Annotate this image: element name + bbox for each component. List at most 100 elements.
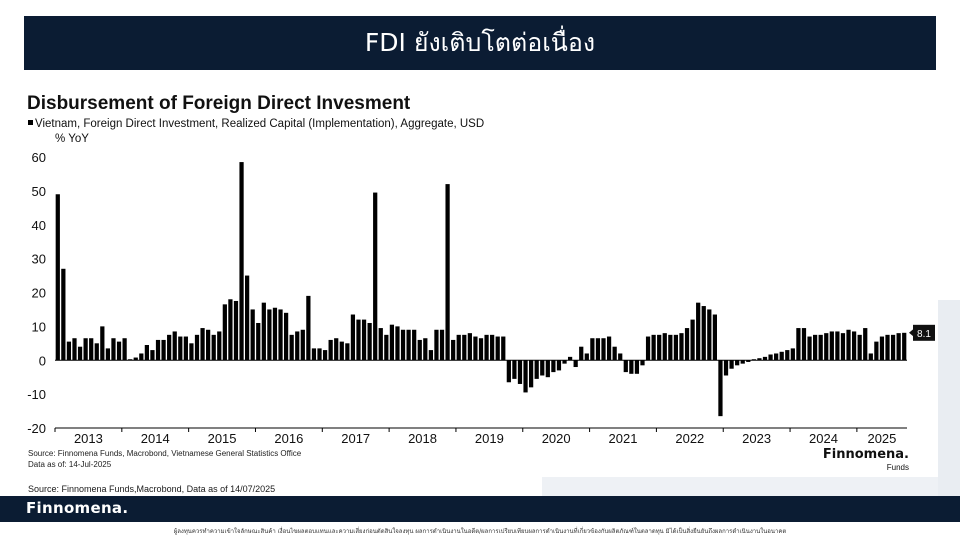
bar — [89, 338, 94, 361]
bar — [735, 360, 740, 366]
x-tick-label: 2015 — [208, 431, 237, 446]
bar — [306, 295, 311, 361]
bar — [189, 343, 194, 361]
bar — [885, 334, 890, 361]
bar — [339, 341, 344, 361]
last-value-label: 8.1 — [917, 329, 931, 340]
bar — [72, 338, 77, 361]
bar — [534, 360, 539, 379]
bar — [428, 350, 433, 361]
bar — [696, 302, 701, 361]
brand-logo: Finnomena. — [823, 447, 909, 462]
bar — [228, 299, 233, 361]
bar — [116, 341, 122, 361]
bar — [111, 338, 116, 361]
series-marker — [28, 120, 33, 125]
chart-subtitle: Vietnam, Foreign Direct Investment, Real… — [35, 118, 484, 130]
disclaimer-text: ผู้ลงทุนควรทำความเข้าใจลักษณะสินค้า เงื่… — [173, 528, 787, 535]
bar — [606, 336, 612, 361]
bar — [590, 338, 595, 361]
bar — [679, 333, 684, 361]
bar — [322, 350, 328, 361]
bar — [172, 331, 177, 361]
bar — [629, 360, 634, 374]
bar — [373, 192, 378, 361]
bar — [434, 329, 439, 361]
bar — [673, 334, 679, 361]
bar — [384, 334, 389, 361]
bar — [378, 328, 383, 361]
y-tick-label: 0 — [39, 353, 46, 368]
bar — [529, 360, 534, 388]
bar — [645, 336, 651, 361]
bar — [261, 302, 266, 361]
bar — [579, 346, 584, 361]
x-tick-label: 2021 — [609, 431, 638, 446]
footer-bar: Finnomena. — [0, 496, 960, 522]
bar — [902, 332, 907, 361]
bar — [456, 334, 461, 361]
bar — [668, 334, 673, 361]
bar — [879, 336, 885, 361]
bar — [350, 314, 356, 361]
bar — [100, 326, 105, 361]
y-axis-label: % YoY — [55, 133, 89, 145]
x-tick-label: 2017 — [341, 431, 370, 446]
bar — [183, 336, 188, 361]
bar — [556, 360, 562, 371]
bar — [501, 336, 506, 361]
bar — [807, 336, 812, 361]
bar — [896, 333, 901, 361]
x-tick-label: 2025 — [867, 431, 896, 446]
y-tick-label: 50 — [32, 184, 46, 199]
bar — [295, 331, 300, 361]
bar — [824, 333, 829, 361]
bar — [406, 329, 411, 361]
bar — [584, 353, 589, 361]
x-tick-label: 2013 — [74, 431, 103, 446]
bar — [723, 360, 729, 376]
x-tick-label: 2016 — [274, 431, 303, 446]
bar — [662, 333, 667, 361]
bar — [846, 329, 851, 361]
bar — [612, 346, 617, 361]
bar — [517, 360, 523, 384]
bar — [462, 334, 467, 361]
bar — [573, 360, 578, 368]
bar — [61, 268, 66, 361]
bar — [289, 334, 294, 361]
x-tick-label: 2020 — [542, 431, 571, 446]
bar — [267, 309, 272, 361]
bar — [245, 275, 250, 361]
bar-chart: Disbursement of Foreign Direct Invesment… — [27, 93, 935, 472]
bar — [94, 343, 99, 361]
bar — [194, 334, 200, 361]
bar — [150, 350, 155, 361]
bar — [851, 331, 857, 361]
bar — [690, 319, 695, 361]
bar — [762, 356, 768, 361]
bar — [551, 360, 556, 373]
bar — [785, 350, 790, 361]
y-tick-label: 20 — [32, 286, 46, 301]
bar — [178, 336, 183, 361]
bar — [684, 328, 690, 361]
bar — [768, 354, 773, 361]
bar — [139, 353, 144, 361]
bar — [595, 338, 601, 361]
bar — [334, 338, 339, 361]
bar — [740, 360, 745, 364]
bar — [222, 304, 227, 361]
bar — [278, 309, 283, 361]
bar — [818, 334, 823, 361]
last-value-box — [913, 324, 935, 341]
bar — [128, 359, 133, 361]
bar — [133, 357, 138, 361]
source-caption: Source: Finnomena Funds,Macrobond, Data … — [28, 484, 276, 494]
bar — [707, 309, 712, 361]
bar — [423, 338, 428, 361]
bar — [562, 360, 567, 364]
bar — [217, 331, 222, 361]
bar — [144, 345, 149, 361]
bar — [233, 300, 239, 361]
